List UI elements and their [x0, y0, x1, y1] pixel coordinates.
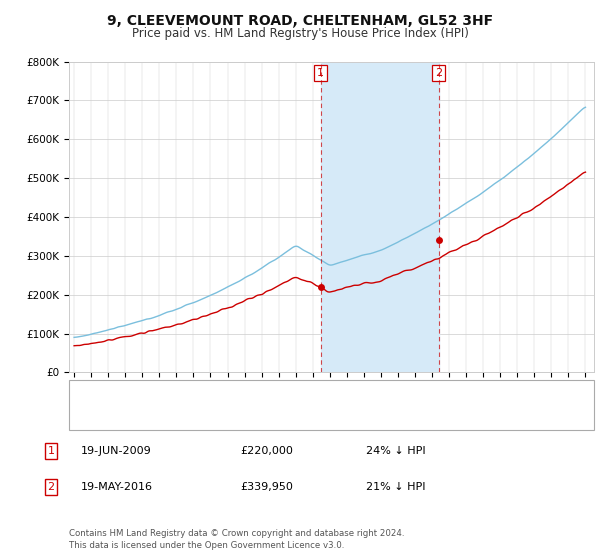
Text: 24% ↓ HPI: 24% ↓ HPI: [366, 446, 425, 456]
Text: 1: 1: [317, 68, 324, 78]
Text: Price paid vs. HM Land Registry's House Price Index (HPI): Price paid vs. HM Land Registry's House …: [131, 27, 469, 40]
Legend: 9, CLEEVEMOUNT ROAD, CHELTENHAM, GL52 3HF (detached house), HPI: Average price, : 9, CLEEVEMOUNT ROAD, CHELTENHAM, GL52 3H…: [79, 389, 471, 421]
Text: 19-JUN-2009: 19-JUN-2009: [81, 446, 152, 456]
Text: 2: 2: [47, 482, 55, 492]
Text: 1: 1: [47, 446, 55, 456]
Text: 21% ↓ HPI: 21% ↓ HPI: [366, 482, 425, 492]
Text: £339,950: £339,950: [240, 482, 293, 492]
Text: £220,000: £220,000: [240, 446, 293, 456]
Text: 19-MAY-2016: 19-MAY-2016: [81, 482, 153, 492]
Text: 9, CLEEVEMOUNT ROAD, CHELTENHAM, GL52 3HF: 9, CLEEVEMOUNT ROAD, CHELTENHAM, GL52 3H…: [107, 14, 493, 28]
Bar: [320, 62, 439, 372]
FancyBboxPatch shape: [69, 380, 594, 430]
Text: Contains HM Land Registry data © Crown copyright and database right 2024.
This d: Contains HM Land Registry data © Crown c…: [69, 529, 404, 550]
Text: 2: 2: [435, 68, 442, 78]
